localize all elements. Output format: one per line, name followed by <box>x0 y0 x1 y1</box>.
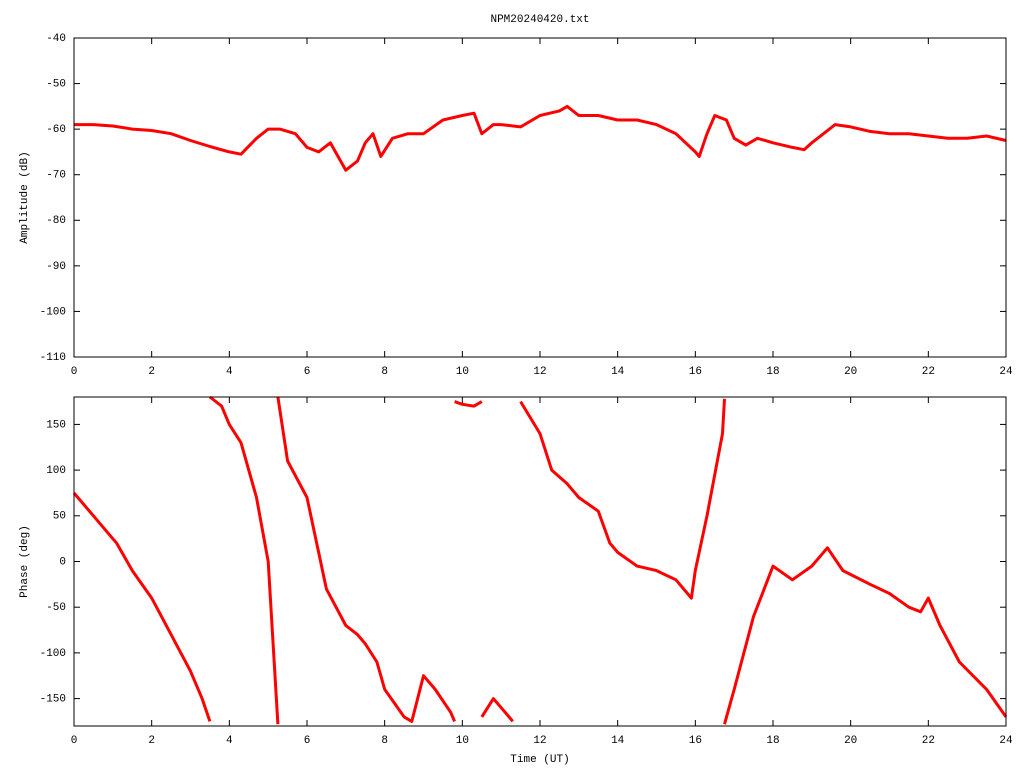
x-tick-label: 0 <box>71 366 78 378</box>
x-tick-label: 20 <box>844 366 857 378</box>
y-tick-label: -70 <box>46 170 66 182</box>
x-tick-label: 24 <box>999 735 1013 747</box>
x-tick-label: 6 <box>304 366 311 378</box>
x-tick-label: 18 <box>766 366 779 378</box>
y-tick-label: -50 <box>46 78 66 90</box>
x-tick-label: 12 <box>533 366 546 378</box>
x-tick-label: 14 <box>611 735 625 747</box>
y-axis-label: Amplitude (dB) <box>19 151 31 243</box>
y-tick-label: -80 <box>46 215 66 227</box>
data-line <box>74 104 1007 172</box>
y-tick-label: -90 <box>46 261 66 273</box>
y-tick-label: -60 <box>46 124 66 136</box>
x-tick-label: 8 <box>381 366 388 378</box>
x-tick-label: 10 <box>456 366 469 378</box>
x-tick-label: 12 <box>533 735 546 747</box>
y-tick-label: 100 <box>46 465 66 477</box>
x-tick-label: 4 <box>226 366 233 378</box>
x-tick-label: 14 <box>611 366 625 378</box>
x-axis-label: Time (UT) <box>510 754 569 766</box>
y-tick-label: 0 <box>59 556 66 568</box>
x-tick-label: 4 <box>226 735 233 747</box>
chart-title: NPM20240420.txt <box>490 14 589 26</box>
x-tick-label: 16 <box>689 366 702 378</box>
x-tick-label: 18 <box>766 735 779 747</box>
data-line <box>72 395 1008 725</box>
x-tick-label: 10 <box>456 735 469 747</box>
y-tick-label: 150 <box>46 419 66 431</box>
y-tick-label: -40 <box>46 33 66 45</box>
x-tick-label: 20 <box>844 735 857 747</box>
y-tick-label: -150 <box>40 693 66 705</box>
y-tick-label: -100 <box>40 648 66 660</box>
x-tick-label: 2 <box>148 735 155 747</box>
y-axis-label: Phase (deg) <box>19 525 31 598</box>
plot-frame <box>73 396 1007 727</box>
y-tick-label: -50 <box>46 602 66 614</box>
y-tick-label: 50 <box>53 511 66 523</box>
x-tick-label: 22 <box>922 366 935 378</box>
x-tick-label: 16 <box>689 735 702 747</box>
x-tick-label: 8 <box>381 735 388 747</box>
y-tick-label: -110 <box>40 352 66 364</box>
x-tick-label: 22 <box>922 735 935 747</box>
x-tick-label: 0 <box>71 735 78 747</box>
x-tick-label: 24 <box>999 366 1013 378</box>
y-tick-label: -100 <box>40 306 66 318</box>
plot-frame <box>73 37 1007 358</box>
x-tick-label: 6 <box>304 735 311 747</box>
x-tick-label: 2 <box>148 366 155 378</box>
